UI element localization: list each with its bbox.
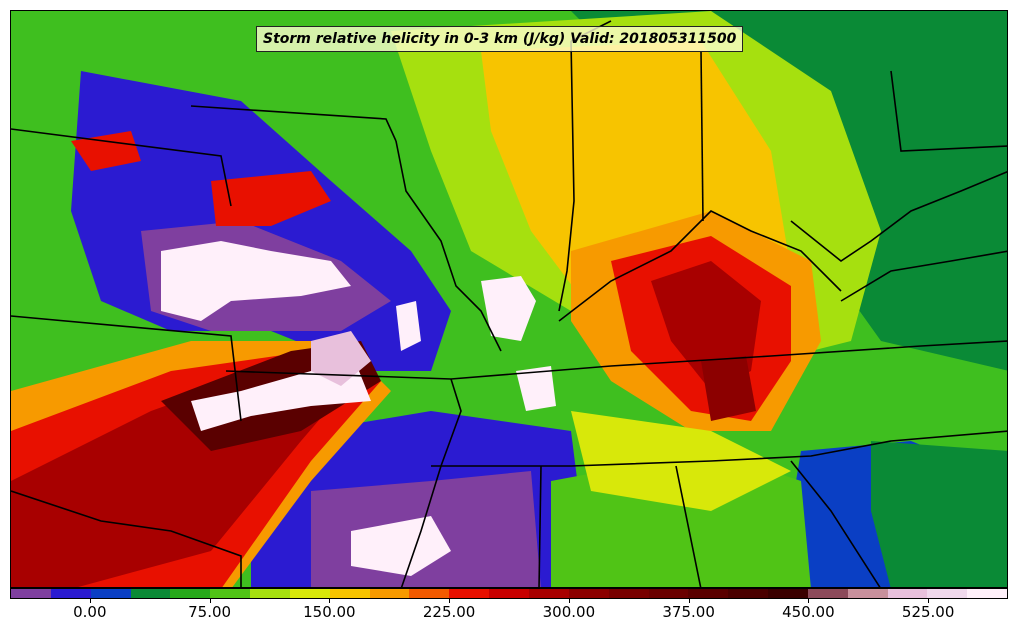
boundary-ia-north: [190, 105, 397, 142]
boundary-ok-tx: [11, 490, 242, 587]
colorbar-tick-mark: [89, 599, 91, 603]
field-region-white-mo2: [516, 366, 556, 411]
colorbar-swatch: [289, 589, 330, 598]
boundary-ms-al: [538, 465, 542, 587]
colorbar-swatch: [329, 589, 370, 598]
boundary-tn-north: [450, 340, 1007, 380]
colorbar-tick-label: 0.00: [73, 603, 107, 621]
colorbar: [10, 588, 1008, 599]
colorbar-swatch: [170, 589, 211, 598]
field-region-red-nw2: [211, 171, 331, 226]
colorbar-tick-mark: [329, 599, 331, 603]
colorbar-swatch: [210, 589, 251, 598]
colorbar-tick-mark: [808, 599, 810, 603]
map-panel: Storm relative helicity in 0-3 km (J/kg)…: [10, 10, 1008, 588]
boundary-in-oh: [700, 50, 704, 222]
field-region-white-south: [351, 516, 451, 576]
boundary-ks-ok: [225, 370, 452, 380]
colorbar-swatch: [90, 589, 131, 598]
colorbar-swatch: [250, 589, 290, 598]
boundary-il-in: [558, 40, 575, 312]
colorbar-swatch: [728, 589, 769, 598]
colorbar-swatch: [768, 589, 808, 598]
colorbar-swatch: [608, 589, 649, 598]
colorbar-swatch: [967, 589, 1008, 598]
field-region-green-se: [871, 441, 1007, 587]
boundary-ar-ms: [400, 378, 462, 587]
colorbar-tick-label: 150.00: [303, 603, 356, 621]
colorbar-tick-mark: [688, 599, 690, 603]
colorbar-tick-mark: [449, 599, 451, 603]
colorbar-swatch: [568, 589, 609, 598]
colorbar-swatch: [648, 589, 689, 598]
colorbar-tick-label: 375.00: [662, 603, 715, 621]
colorbar-tick-mark: [928, 599, 930, 603]
colorbar-swatch: [807, 589, 848, 598]
colorbar-ticks: 0.00 75.00 150.00 225.00 300.00 375.00 450.00 5…: [10, 599, 1008, 633]
boundary-ky-north: [558, 210, 842, 322]
colorbar-swatch: [927, 589, 968, 598]
field-region-yellow-south: [571, 411, 791, 511]
field-region-pink-sw: [311, 331, 371, 386]
map-title: Storm relative helicity in 0-3 km (J/kg)…: [256, 26, 744, 52]
boundary-ne-sd: [11, 128, 232, 207]
colorbar-tick-label: 450.00: [782, 603, 835, 621]
colorbar-swatch: [887, 589, 928, 598]
colorbar-swatch: [449, 589, 490, 598]
field-region-red-nw: [71, 131, 141, 171]
colorbar-swatch: [130, 589, 171, 598]
colorbar-swatch: [847, 589, 888, 598]
colorbar-swatch: [369, 589, 410, 598]
state-boundaries: [11, 20, 1007, 587]
boundary-tn-south: [431, 430, 1007, 467]
field-region-darkred-ky2: [701, 356, 756, 421]
colorbar-swatch: [50, 589, 91, 598]
colorbar-swatch: [528, 589, 569, 598]
colorbar-tick-label: 525.00: [901, 603, 955, 621]
colorbar-tick-mark: [568, 599, 570, 603]
boundary-ne-ks: [11, 315, 242, 422]
colorbar-swatch: [11, 589, 51, 598]
colorbar-swatch: [409, 589, 450, 598]
boundary-al-ga: [675, 465, 702, 587]
boundary-va: [840, 250, 1007, 302]
colorbar-swatch: [688, 589, 729, 598]
boundary-oh-east: [890, 70, 1007, 152]
colorbar-swatch: [489, 589, 529, 598]
helicity-field-map: [11, 11, 1007, 587]
field-region-white-mo: [481, 276, 536, 341]
colorbar-tick-label: 300.00: [542, 603, 596, 621]
boundary-wv: [790, 170, 1007, 262]
field-region-white-plains: [161, 241, 351, 321]
boundary-ga-sc: [790, 460, 881, 587]
colorbar-tick-label: 75.00: [188, 603, 232, 621]
boundary-mo-east: [395, 140, 502, 352]
colorbar-tick-label: 225.00: [422, 603, 476, 621]
field-region-white-mo3: [396, 301, 421, 351]
colorbar-tick-mark: [209, 599, 211, 603]
